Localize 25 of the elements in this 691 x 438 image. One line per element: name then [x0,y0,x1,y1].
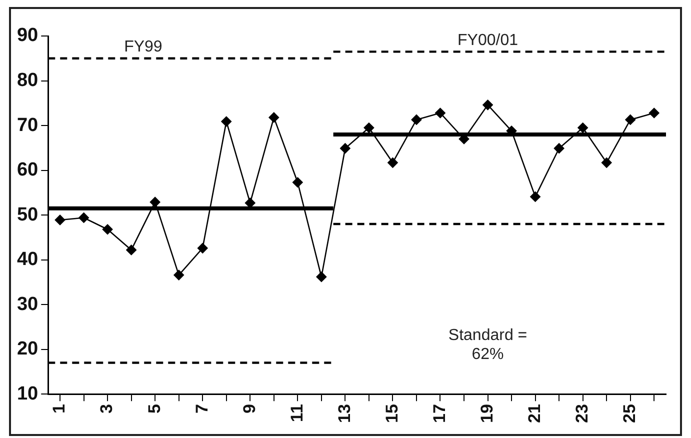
y-tick-label: 60 [16,160,38,181]
x-tick-label: 3 [97,404,116,414]
y-tick-label: 10 [16,383,38,404]
x-tick-label: 5 [144,404,164,414]
y-tick-label: 30 [16,294,38,315]
y-tick-label: 90 [16,25,38,46]
x-tick-label: 17 [430,404,449,424]
x-tick-label: 7 [192,404,212,414]
x-tick-label: 9 [240,404,259,414]
x-tick-label: 11 [287,404,306,422]
y-tick-label: 70 [16,114,38,136]
y-tick-label: 80 [16,70,38,91]
x-tick-label: 25 [620,404,640,424]
x-tick-label: 19 [477,404,496,424]
y-tick-label: 40 [16,249,38,270]
x-tick-label: 23 [572,404,592,424]
y-tick-label: 20 [16,338,38,360]
annotation: Standard = 62% [448,326,528,363]
x-tick-label: 15 [382,404,402,424]
x-tick-label: 1 [50,404,69,414]
x-tick-label: 13 [334,404,354,424]
annotation: FY00/01 [458,32,518,49]
annotation: FY99 [124,38,162,56]
x-tick-label: 21 [524,404,544,424]
y-tick-label: 50 [16,204,38,226]
